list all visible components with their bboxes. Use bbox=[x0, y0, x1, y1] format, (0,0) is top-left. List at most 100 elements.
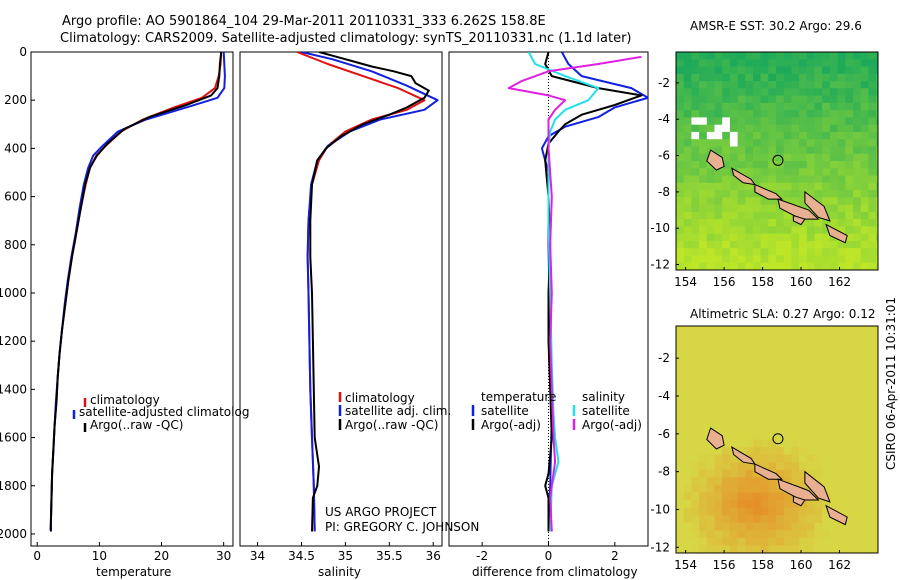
map-cell bbox=[776, 255, 785, 264]
map-cell bbox=[760, 462, 769, 471]
map-cell bbox=[837, 500, 846, 509]
map-cell bbox=[753, 204, 762, 213]
map-cell bbox=[829, 110, 839, 118]
map-cell bbox=[729, 52, 739, 60]
series-line bbox=[544, 52, 643, 532]
map-cell bbox=[876, 117, 878, 126]
map-cell bbox=[853, 102, 862, 111]
map-cell bbox=[768, 447, 777, 456]
map-cell bbox=[806, 326, 816, 335]
map-cell bbox=[829, 168, 839, 177]
map-cell bbox=[845, 182, 854, 191]
map-cell bbox=[714, 52, 723, 60]
map-cell bbox=[814, 161, 823, 169]
map-cell bbox=[868, 537, 877, 547]
map-cell bbox=[714, 182, 723, 191]
map-cell bbox=[822, 416, 831, 425]
map-cell bbox=[837, 492, 846, 501]
map-cell bbox=[822, 379, 831, 388]
map-cell bbox=[822, 240, 831, 249]
series-line bbox=[49, 52, 226, 531]
map-cell bbox=[822, 161, 831, 169]
map-cell bbox=[737, 233, 746, 242]
map-cell bbox=[753, 139, 762, 148]
map-cell bbox=[829, 248, 839, 257]
map-cell bbox=[691, 492, 700, 501]
map-cell bbox=[676, 394, 685, 403]
map-cell bbox=[829, 211, 839, 220]
map-cell bbox=[760, 333, 769, 342]
map-cell bbox=[837, 66, 846, 75]
map-cell bbox=[837, 416, 846, 425]
map-cell bbox=[722, 394, 731, 403]
sst-map-panel: AMSR-E SST: 30.2 Argo: 29.6 154 156 158 160… bbox=[650, 19, 879, 289]
map-cell bbox=[714, 363, 723, 372]
map-cell bbox=[691, 139, 700, 148]
map-cell bbox=[737, 131, 746, 140]
map-cell bbox=[683, 477, 692, 486]
map-cell bbox=[745, 356, 754, 365]
map-cell bbox=[783, 182, 792, 191]
map-cell bbox=[760, 153, 769, 162]
island-outline bbox=[777, 198, 820, 220]
legend-label-satellite: satellite-adjusted climatolog bbox=[79, 405, 249, 419]
map-cell bbox=[822, 424, 831, 433]
map-cell bbox=[722, 484, 731, 494]
map-cell bbox=[845, 545, 854, 553]
map-cell bbox=[729, 416, 739, 425]
map-cell bbox=[753, 233, 762, 242]
map-cell bbox=[691, 462, 700, 471]
map-cell bbox=[814, 139, 823, 148]
map-cell bbox=[760, 522, 769, 531]
map-cell bbox=[791, 146, 800, 155]
map-cell bbox=[691, 379, 700, 388]
map-cell bbox=[691, 255, 700, 264]
map-cell bbox=[706, 507, 716, 516]
map-cell bbox=[783, 371, 792, 380]
map-cell bbox=[745, 326, 754, 335]
map-cell bbox=[776, 262, 785, 270]
map-cell bbox=[806, 462, 816, 471]
map-cell bbox=[829, 95, 839, 104]
map-cell bbox=[753, 469, 762, 478]
map-cell bbox=[806, 341, 816, 350]
map-cell bbox=[876, 168, 878, 177]
map-cell bbox=[806, 131, 816, 140]
map-cell bbox=[814, 88, 823, 97]
map-cell bbox=[860, 59, 869, 68]
map-cell bbox=[845, 73, 854, 82]
map-cell bbox=[868, 454, 877, 463]
map-cell bbox=[745, 117, 754, 126]
map-cell bbox=[699, 356, 708, 365]
map-cell bbox=[714, 262, 723, 270]
map-cell bbox=[829, 139, 839, 148]
map-cell bbox=[745, 66, 754, 75]
map-cell bbox=[683, 386, 692, 395]
map-cell bbox=[822, 469, 831, 478]
map-cell bbox=[853, 139, 862, 148]
map-cell bbox=[683, 530, 692, 539]
map-cell bbox=[683, 182, 692, 191]
map-cell bbox=[814, 537, 823, 547]
map-cell bbox=[806, 545, 816, 553]
map-cell bbox=[829, 66, 839, 75]
map-cell bbox=[876, 102, 878, 111]
map-cell bbox=[876, 454, 878, 463]
map-cell bbox=[845, 240, 854, 249]
map-cell bbox=[845, 379, 854, 388]
map-cell bbox=[860, 168, 869, 177]
map-cell bbox=[676, 168, 685, 177]
map-cell bbox=[860, 233, 869, 242]
map-cell bbox=[814, 363, 823, 372]
map-cell bbox=[822, 507, 831, 516]
island-outline bbox=[804, 470, 831, 503]
map-cell bbox=[829, 204, 839, 213]
map-cell bbox=[868, 431, 877, 441]
map-cell bbox=[876, 416, 878, 425]
map-cell bbox=[691, 447, 700, 456]
map-cell bbox=[760, 537, 769, 547]
lat-tick-label: -6 bbox=[658, 149, 670, 163]
map-cell bbox=[691, 507, 700, 516]
map-cell bbox=[753, 492, 762, 501]
map-cell bbox=[745, 73, 754, 82]
